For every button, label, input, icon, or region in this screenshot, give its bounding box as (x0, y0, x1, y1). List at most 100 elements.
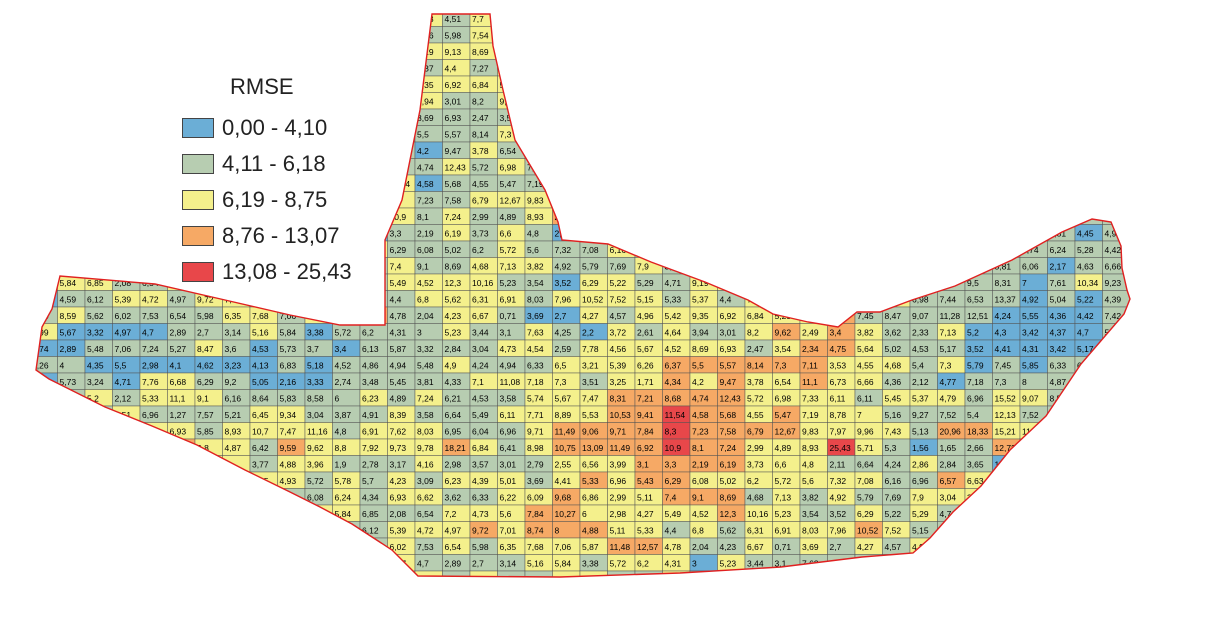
grid-cell-value: 3,42 (197, 575, 214, 585)
grid-cell (359, 207, 388, 225)
grid-cell (84, 59, 113, 77)
grid-cell-value: 12,67 (775, 427, 797, 437)
grid-cell-value: 3,4 (830, 328, 842, 338)
grid-cell-value: 3,4 (1105, 559, 1117, 569)
grid-cell (909, 42, 938, 60)
grid-cell-value: 6,53 (692, 64, 709, 74)
grid-cell (854, 240, 883, 258)
grid-cell (937, 59, 966, 77)
grid-cell-value: 5,49 (390, 278, 407, 288)
grid-cell-value: 9,62 (775, 328, 792, 338)
grid-cell-value: 6,54 (417, 509, 434, 519)
grid-cell-value: 4,34 (390, 146, 407, 156)
grid-cell-value: 5,84 (555, 559, 572, 569)
grid-cell-value: 20,96 (665, 196, 687, 206)
grid-cell-value: 2,89 (60, 344, 77, 354)
grid-cell-value: 3,25 (610, 377, 627, 387)
grid-cell (112, 438, 141, 456)
grid-cell (1102, 537, 1130, 555)
grid-cell (524, 92, 553, 110)
legend-label-1: 0,00 - 4,10 (222, 115, 328, 140)
grid-cell-value: 15,52 (995, 394, 1017, 404)
grid-cell-value: 4,55 (307, 542, 324, 552)
grid-cell (36, 26, 58, 44)
grid-cell-value: 3,94 (417, 97, 434, 107)
grid-cell-value: 6,84 (1022, 542, 1039, 552)
grid-cell-value: 8,28 (830, 179, 847, 189)
grid-cell-value: 5,29 (637, 278, 654, 288)
grid-cell (84, 14, 113, 27)
grid-cell (1074, 537, 1103, 555)
grid-cell-value: 7,7 (912, 179, 924, 189)
grid-cell (1019, 521, 1048, 539)
grid-cell-value: 6 (60, 163, 65, 173)
grid-cell-value: 4,56 (885, 575, 902, 585)
grid-cell-value: 5,42 (390, 80, 407, 90)
grid-cell-value: 9,96 (582, 196, 599, 206)
grid-cell-value: 6,95 (500, 64, 517, 74)
grid-cell (1102, 191, 1130, 209)
grid-cell-value: 6,22 (500, 493, 517, 503)
grid-cell-value: 6,33 (1050, 361, 1067, 371)
grid-cell-value: 4,34 (665, 377, 682, 387)
grid-cell-value: 11,98 (747, 196, 768, 206)
grid-cell-value: 5,2 (142, 575, 154, 585)
grid-cell-value: 8,69 (417, 113, 434, 123)
grid-cell (1074, 488, 1103, 506)
grid-cell-value: 12,43 (720, 394, 742, 404)
grid-cell-value: 5,29 (362, 47, 379, 57)
grid-cell (332, 554, 361, 572)
grid-cell (112, 240, 141, 258)
grid-cell (112, 504, 141, 522)
grid-cell (332, 14, 361, 27)
grid-cell-value: 6,63 (967, 476, 984, 486)
grid-cell-value: 5,72 (32, 245, 49, 255)
grid-cell (249, 504, 278, 522)
grid-cell (909, 26, 938, 44)
grid-cell (772, 290, 801, 308)
grid-cell-value: 7,11 (802, 361, 818, 371)
grid-cell-value: 6,57 (940, 476, 957, 486)
grid-cell-value: 4,86 (87, 130, 104, 140)
grid-cell (552, 92, 581, 110)
grid-cell (84, 92, 113, 110)
grid-cell (552, 570, 581, 577)
grid-cell-value: 8,68 (390, 163, 407, 173)
grid-cell-value: 6,13 (857, 295, 874, 305)
grid-cell (607, 75, 636, 93)
grid-cell-value: 7,69 (610, 262, 627, 272)
grid-cell-value: 3,54 (252, 47, 269, 57)
grid-cell-value: 5,39 (390, 526, 407, 536)
grid-cell-value: 3,17 (390, 460, 407, 470)
grid-cell-value: 6,26 (362, 130, 379, 140)
grid-cell-value: 12,73 (995, 443, 1017, 453)
grid-cell-value: 6,5 (555, 361, 567, 371)
grid-cell-value: 5,72 (747, 394, 764, 404)
grid-cell (579, 59, 608, 77)
grid-cell (1074, 42, 1103, 60)
grid-cell-value: 3,44 (747, 559, 764, 569)
grid-cell-value: 7,08 (582, 245, 599, 255)
grid-cell-value: 9,35 (417, 80, 434, 90)
grid-cell-value: 4,94 (115, 130, 132, 140)
grid-cell (552, 26, 581, 44)
grid-cell (222, 42, 251, 60)
grid-cell-value: 6,22 (1050, 14, 1067, 24)
grid-cell-value: 15,21 (720, 196, 742, 206)
grid-cell-value: 5,67 (335, 559, 352, 569)
grid-cell-value: 4,95 (1050, 460, 1067, 470)
grid-cell (387, 26, 416, 44)
grid-cell (827, 240, 856, 258)
grid-cell-value: 4,24 (610, 229, 627, 239)
grid-cell-value: 7,08 (307, 14, 324, 24)
grid-cell (304, 42, 333, 60)
grid-cell-value: 2,84 (445, 344, 462, 354)
grid-cell (937, 14, 966, 27)
grid-cell (717, 257, 746, 275)
grid-cell-value: 6,68 (170, 377, 187, 387)
grid-cell (827, 273, 856, 291)
grid-cell-value: 5,84 (60, 278, 77, 288)
grid-cell-value: 5,46 (830, 113, 847, 123)
grid-cell-value: 5,16 (252, 328, 269, 338)
grid-cell (1047, 75, 1076, 93)
